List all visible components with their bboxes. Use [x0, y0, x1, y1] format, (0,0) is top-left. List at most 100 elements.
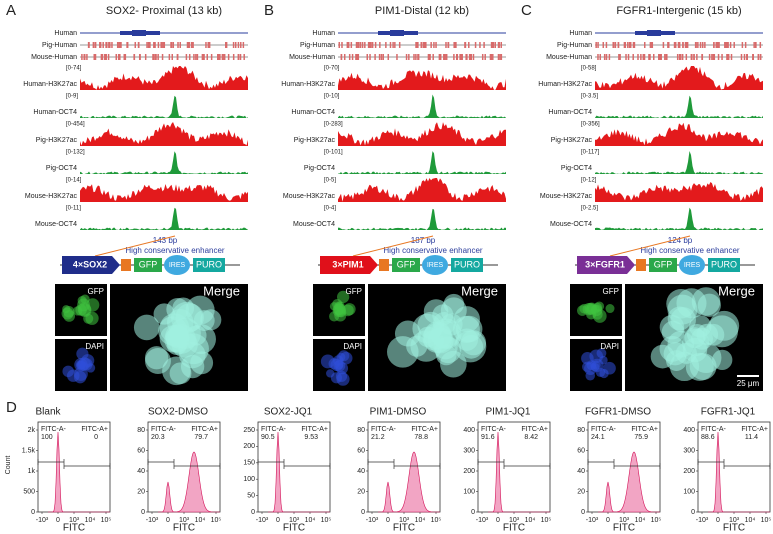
promoter-box [320, 256, 378, 274]
conservation [729, 42, 732, 48]
x-tick-label: 10³ [289, 517, 300, 524]
gate-label: FITC-A+ [631, 426, 658, 433]
track-label: Pig-H3K27ac [551, 137, 593, 144]
fragment-length: 143 bp [153, 236, 178, 245]
signal [595, 151, 763, 174]
conservation [168, 54, 171, 60]
image-label: GFP [88, 287, 104, 296]
conservation [196, 54, 199, 60]
conservation [134, 42, 137, 48]
conservation [357, 42, 360, 48]
conservation [715, 42, 717, 48]
y-tick-label: 400 [683, 427, 695, 434]
conservation [455, 54, 458, 60]
conservation [679, 54, 682, 60]
cell [144, 348, 171, 375]
conservation [232, 42, 235, 48]
conservation [637, 54, 639, 60]
conservation [154, 42, 156, 48]
conservation [385, 42, 387, 48]
enhancer-label: High conservative enhancer [640, 246, 740, 255]
ires [164, 255, 190, 275]
gate [37, 459, 111, 469]
conservation [152, 54, 155, 60]
conservation [105, 54, 107, 60]
conservation [490, 54, 493, 60]
conservation [712, 54, 715, 60]
conservation [644, 42, 646, 48]
minimal-promoter [379, 259, 389, 271]
conservation [612, 42, 614, 48]
track-scale: [0-14] [66, 178, 82, 184]
image-label: DAPI [85, 342, 104, 351]
conservation [633, 42, 636, 48]
x-tick-label: 10⁴ [635, 517, 646, 524]
conservation [86, 54, 88, 60]
conservation [347, 42, 350, 48]
plot-title: FGFR1-DMSO [585, 407, 651, 418]
gate [477, 459, 551, 469]
cell [133, 314, 160, 341]
conservation [461, 54, 463, 60]
conservation [387, 54, 390, 60]
conservation [624, 42, 627, 48]
histogram [48, 431, 110, 513]
conservation [155, 54, 157, 60]
cell [76, 347, 89, 360]
conservation [759, 42, 762, 48]
x-axis-label: FITC [393, 523, 415, 534]
conservation [459, 54, 461, 60]
conservation [708, 54, 711, 60]
y-tick-label: 1.5k [22, 447, 36, 454]
conservation [162, 42, 164, 48]
conservation [453, 42, 455, 48]
conservation [445, 54, 448, 60]
conservation [186, 42, 189, 48]
conservation [464, 42, 467, 48]
plot-title: FGFR1-JQ1 [701, 407, 756, 418]
conservation [146, 42, 148, 48]
histogram [378, 451, 440, 513]
conservation [447, 42, 450, 48]
conservation [102, 42, 104, 48]
ires [422, 255, 448, 275]
conservation [343, 54, 346, 60]
conservation [694, 42, 697, 48]
conservation [201, 54, 204, 60]
conservation [371, 42, 374, 48]
conservation [492, 54, 494, 60]
conservation [658, 54, 660, 60]
y-tick-label: 0 [251, 509, 255, 516]
conservation [678, 54, 681, 60]
conservation [99, 42, 101, 48]
conservation [668, 42, 670, 48]
x-tick-label: 10⁵ [761, 517, 772, 524]
cell [706, 315, 738, 348]
conservation [659, 54, 661, 60]
conservation [696, 54, 698, 60]
conservation [685, 54, 688, 60]
conservation [759, 54, 762, 60]
gate-value: 8.42 [524, 434, 538, 441]
panel-letter: B [264, 2, 274, 19]
construct-label: PURO [454, 259, 480, 269]
conservation [740, 54, 743, 60]
y-tick-label: 40 [577, 468, 585, 475]
y-tick-label: 0 [141, 509, 145, 516]
conservation [492, 42, 495, 48]
conservation [469, 54, 471, 60]
gate-label: FITC-A+ [81, 426, 108, 433]
signal [595, 207, 763, 230]
conservation [94, 42, 97, 48]
conservation [203, 54, 205, 60]
gate-label: FITC-A- [151, 426, 177, 433]
y-tick-label: 0 [31, 509, 35, 516]
gate-value: 78.8 [414, 434, 428, 441]
cell [343, 303, 356, 316]
conservation [239, 54, 242, 60]
histogram [268, 431, 330, 513]
construct-label: GFP [139, 259, 158, 269]
conservation [221, 54, 224, 60]
conservation [144, 54, 147, 60]
conservation [640, 54, 642, 60]
